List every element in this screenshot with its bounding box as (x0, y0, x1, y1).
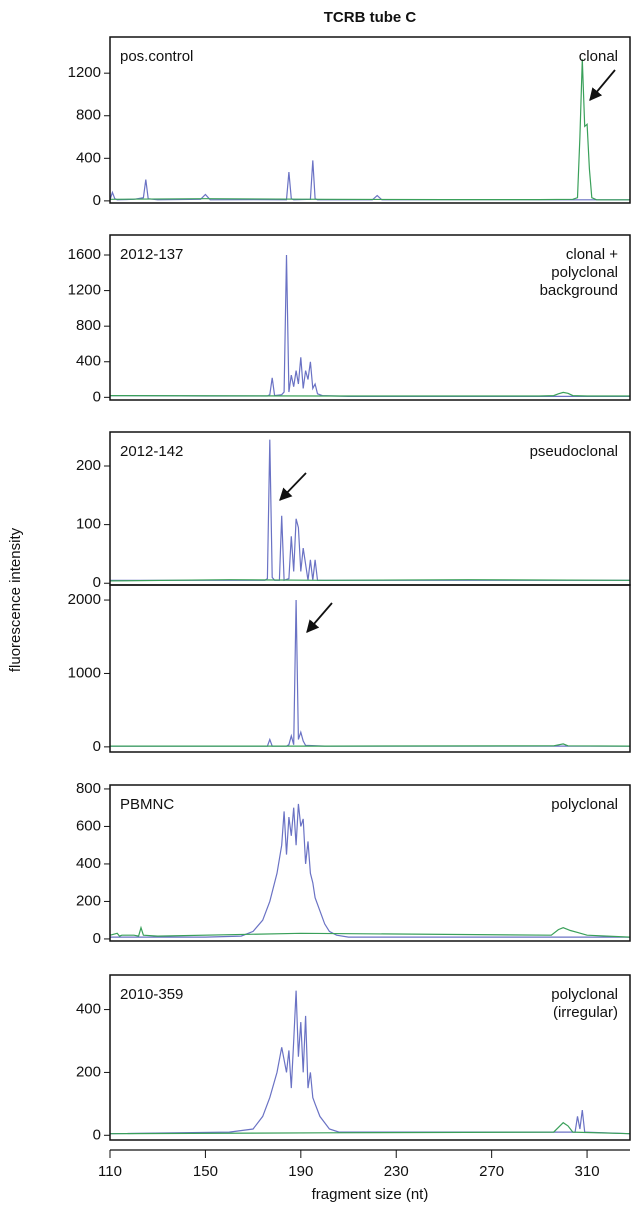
panel-label: 2012-142 (120, 443, 183, 460)
y-tick-label: 100 (76, 516, 101, 533)
y-tick-label: 400 (76, 149, 101, 166)
x-axis-label: fragment size (nt) (312, 1186, 429, 1203)
trace (110, 803, 630, 938)
x-tick-label: 230 (384, 1163, 409, 1180)
arrow (306, 602, 333, 633)
panel-label: pos.control (120, 48, 193, 65)
trace (110, 925, 630, 938)
annotation-line: polyclonal (551, 796, 618, 813)
annotation-line: polyclonal (551, 264, 618, 281)
panel-label: 2012-137 (120, 246, 183, 263)
panel-annotation: polyclonal (irregular) (551, 986, 618, 1021)
trace (110, 439, 630, 582)
y-tick-label: 800 (76, 107, 101, 124)
y-tick-label: 200 (76, 892, 101, 909)
x-tick-label: 110 (98, 1163, 122, 1180)
panel-annotation: clonal + polyclonal background (540, 246, 619, 299)
y-tick-label: 1600 (68, 246, 101, 263)
panel-frame (109, 584, 631, 753)
x-tick-label: 190 (288, 1163, 313, 1180)
annotation-line: background (540, 282, 618, 299)
y-axis-label: fluorescence intensity (7, 527, 24, 672)
annotation-line: clonal + (566, 246, 618, 263)
y-tick-label: 800 (76, 317, 101, 334)
trace (110, 160, 630, 201)
x-tick-label: 270 (479, 1163, 504, 1180)
y-tick-label: 1200 (68, 64, 101, 81)
trace (110, 59, 630, 201)
panel-label: 2010-359 (120, 986, 183, 1003)
panel-label: PBMNC (120, 796, 174, 813)
y-tick-label: 200 (76, 1063, 101, 1080)
y-tick-label: 0 (93, 388, 101, 405)
y-tick-label: 200 (76, 457, 101, 474)
trace (110, 579, 630, 582)
y-tick-label: 0 (93, 574, 101, 591)
annotation-line: polyclonal (551, 986, 618, 1003)
y-tick-label: 1000 (68, 664, 101, 681)
y-tick-label: 2000 (68, 591, 101, 608)
y-tick-label: 1200 (68, 282, 101, 299)
trace (110, 599, 630, 747)
trace (110, 743, 630, 747)
y-tick-label: 400 (76, 855, 101, 872)
panel-annotation: polyclonal (551, 796, 618, 813)
y-tick-label: 400 (76, 353, 101, 370)
y-tick-label: 600 (76, 817, 101, 834)
panel-frame (109, 784, 631, 942)
y-tick-label: 0 (93, 1126, 101, 1143)
panel-frame (109, 974, 631, 1141)
y-tick-label: 400 (76, 1001, 101, 1018)
x-tick-label: 150 (193, 1163, 218, 1180)
trace (110, 1121, 630, 1135)
annotation-line: (irregular) (553, 1004, 618, 1021)
chart-title: TCRB tube C (324, 9, 417, 26)
arrow (279, 472, 307, 501)
y-tick-label: 0 (93, 192, 101, 209)
trace (110, 391, 630, 397)
trace (110, 254, 630, 397)
x-tick-label: 310 (575, 1163, 600, 1180)
panel-annotation: pseudoclonal (530, 443, 618, 460)
panel-annotation: clonal (579, 48, 618, 65)
panel-frame (109, 36, 631, 204)
y-tick-label: 0 (93, 738, 101, 755)
annotation-line: pseudoclonal (530, 443, 618, 460)
annotation-line: clonal (579, 48, 618, 65)
arrow (589, 69, 616, 101)
y-tick-label: 800 (76, 780, 101, 797)
y-tick-label: 0 (93, 930, 101, 947)
panel-frame (109, 234, 631, 401)
